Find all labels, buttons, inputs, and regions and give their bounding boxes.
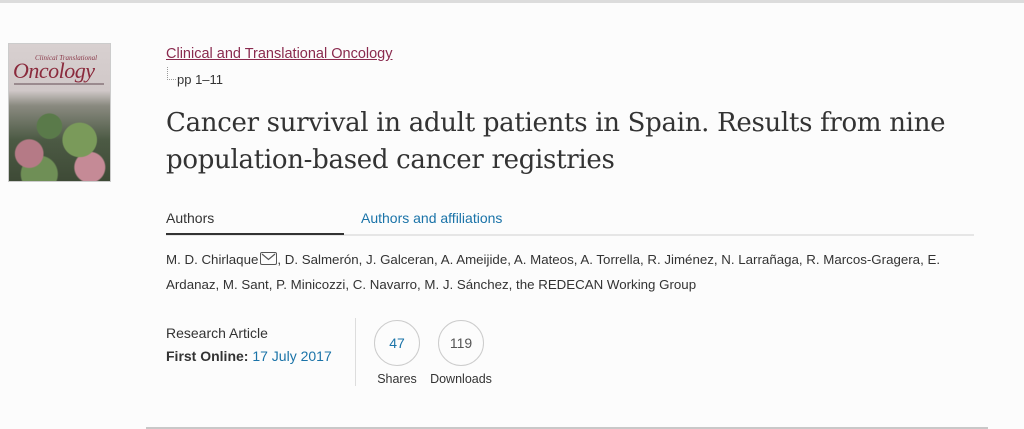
shares-label: Shares	[377, 372, 417, 386]
tab-authors-and-affiliations[interactable]: Authors and affiliations	[361, 210, 503, 226]
cover-rule	[14, 83, 104, 85]
first-online-date[interactable]: 17 July 2017	[252, 348, 332, 364]
first-online-label: First Online:	[166, 348, 249, 364]
active-tab-indicator	[166, 233, 344, 235]
author-tabs: Authors Authors and affiliations	[166, 210, 974, 236]
section-divider	[146, 427, 988, 429]
downloads-count: 119	[438, 320, 484, 366]
author-list: M. D. Chirlaque, D. Salmerón, J. Galcera…	[166, 247, 966, 297]
email-icon[interactable]	[260, 252, 278, 265]
article-title: Cancer survival in adult patients in Spa…	[166, 108, 946, 175]
meta-divider	[355, 318, 356, 386]
other-authors: , D. Salmerón, J. Galceran, A. Ameijide,…	[166, 252, 941, 292]
tree-connector-icon	[167, 67, 176, 80]
downloads-metric[interactable]: 119 Downloads	[428, 320, 494, 386]
downloads-label: Downloads	[430, 372, 492, 386]
corresponding-author: M. D. Chirlaque	[166, 252, 259, 267]
cover-title: Oncology	[13, 58, 95, 83]
shares-count: 47	[374, 320, 420, 366]
tab-authors[interactable]: Authors	[166, 210, 344, 236]
first-online: First Online: 17 July 2017	[166, 345, 332, 368]
page-range: pp 1–11	[177, 72, 224, 87]
tab-authors-label: Authors	[166, 210, 215, 226]
cover-subtitle: Clinical Translational	[35, 54, 98, 62]
top-border	[0, 0, 1024, 3]
shares-metric[interactable]: 47 Shares	[373, 320, 421, 386]
tabs-divider	[166, 234, 974, 236]
journal-cover-image[interactable]: Clinical Translational Oncology	[8, 43, 111, 182]
article-type: Research Article	[166, 325, 268, 341]
journal-link[interactable]: Clinical and Translational Oncology	[166, 46, 393, 62]
article-meta: Research Article First Online: 17 July 2…	[166, 322, 332, 368]
